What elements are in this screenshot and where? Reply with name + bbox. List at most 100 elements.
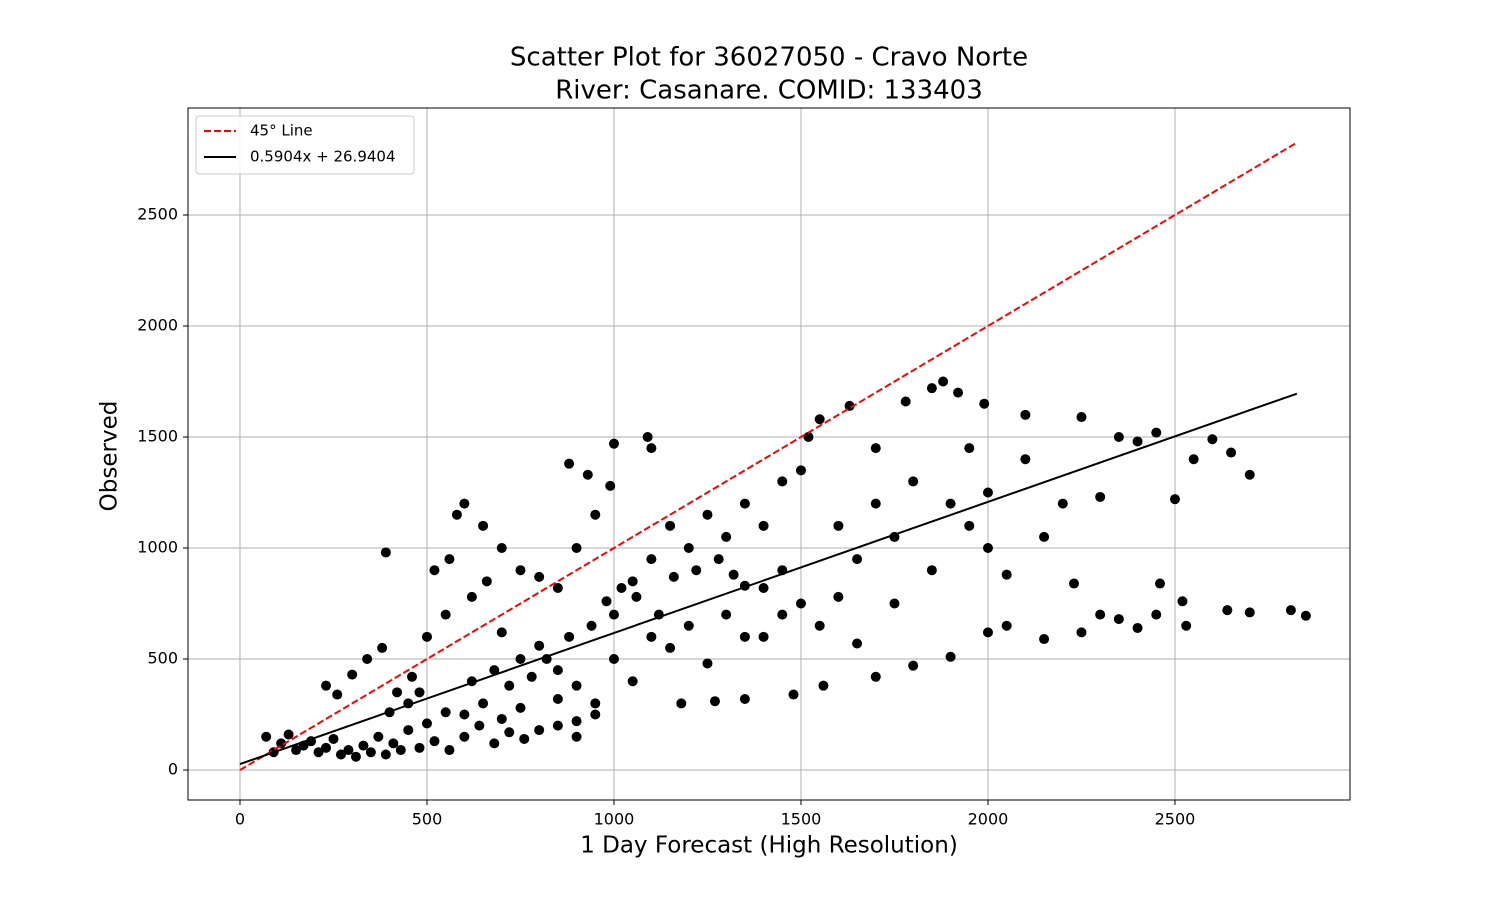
point	[665, 642, 676, 653]
point	[582, 469, 593, 480]
chart-subtitle: River: Casanare. COMID: 133403	[555, 76, 983, 106]
point	[908, 476, 919, 487]
point	[814, 620, 825, 631]
point	[713, 554, 724, 565]
point	[758, 631, 769, 642]
y-tick-label: 1500	[137, 427, 178, 446]
legend-label: 0.5904x + 26.9404	[250, 148, 396, 166]
chart-title: Scatter Plot for 36027050 - Cravo Norte	[510, 43, 1028, 73]
point	[1300, 610, 1311, 621]
point	[313, 747, 324, 758]
point	[459, 498, 470, 509]
point	[646, 554, 657, 565]
point	[777, 609, 788, 620]
point	[414, 687, 425, 698]
point	[1155, 578, 1166, 589]
point	[777, 476, 788, 487]
point	[926, 565, 937, 576]
point	[283, 729, 294, 740]
point	[852, 554, 863, 565]
point	[515, 654, 526, 665]
point	[964, 520, 975, 531]
point	[358, 740, 369, 751]
point	[982, 543, 993, 554]
point	[1132, 436, 1143, 447]
point	[421, 718, 432, 729]
point	[702, 658, 713, 669]
point	[1132, 622, 1143, 633]
point	[818, 680, 829, 691]
point	[552, 720, 563, 731]
point	[1039, 531, 1050, 542]
point	[571, 543, 582, 554]
point	[691, 565, 702, 576]
x-tick-label: 1000	[594, 810, 635, 829]
point	[844, 400, 855, 411]
point	[489, 665, 500, 676]
point	[478, 520, 489, 531]
point	[1095, 609, 1106, 620]
x-tick-label: 500	[412, 810, 443, 829]
point	[429, 736, 440, 747]
point	[683, 543, 694, 554]
point	[739, 693, 750, 704]
point	[440, 707, 451, 718]
line	[239, 141, 1298, 771]
point	[739, 631, 750, 642]
point	[429, 565, 440, 576]
point	[758, 582, 769, 593]
point	[702, 509, 713, 520]
point	[444, 745, 455, 756]
point	[347, 669, 358, 680]
point	[421, 631, 432, 642]
point	[1226, 447, 1237, 458]
point	[833, 520, 844, 531]
point	[795, 465, 806, 476]
point	[380, 547, 391, 558]
point	[321, 742, 332, 753]
point	[328, 733, 339, 744]
point	[668, 571, 679, 582]
point	[407, 671, 418, 682]
point	[1207, 434, 1218, 445]
point	[534, 640, 545, 651]
point	[1244, 469, 1255, 480]
point	[608, 438, 619, 449]
point	[1113, 614, 1124, 625]
point	[474, 720, 485, 731]
point	[833, 591, 844, 602]
point	[466, 591, 477, 602]
point	[814, 414, 825, 425]
point	[362, 654, 373, 665]
point	[414, 742, 425, 753]
y-tick-label: 1000	[137, 538, 178, 557]
point	[870, 443, 881, 454]
point	[627, 576, 638, 587]
point	[515, 702, 526, 713]
point	[953, 387, 964, 398]
point	[709, 696, 720, 707]
point	[1113, 432, 1124, 443]
point	[504, 680, 515, 691]
point	[1151, 609, 1162, 620]
point	[552, 665, 563, 676]
point	[1222, 605, 1233, 616]
point	[1020, 454, 1031, 465]
point	[552, 582, 563, 593]
point	[788, 689, 799, 700]
legend-label: 45° Line	[250, 122, 313, 140]
y-tick-label: 500	[147, 649, 178, 668]
point	[395, 745, 406, 756]
point	[388, 738, 399, 749]
point	[1076, 627, 1087, 638]
point	[1181, 620, 1192, 631]
line	[239, 392, 1298, 765]
point	[605, 480, 616, 491]
point	[1188, 454, 1199, 465]
point	[1020, 409, 1031, 420]
point	[1001, 569, 1012, 580]
point	[451, 509, 462, 520]
point	[642, 432, 653, 443]
point	[496, 627, 507, 638]
